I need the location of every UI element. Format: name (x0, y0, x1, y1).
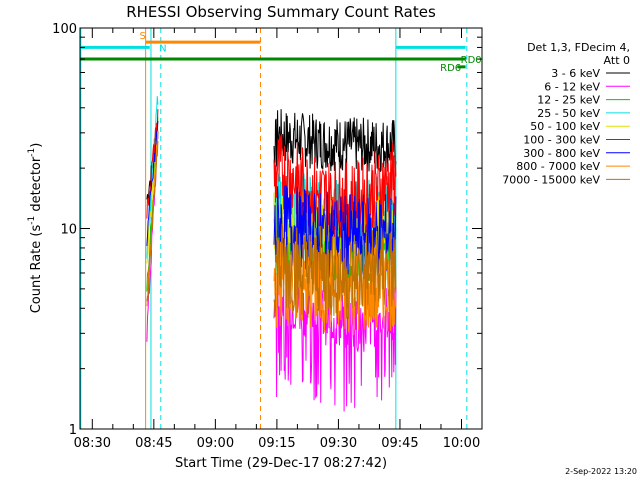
x-tick-label: 09:45 (381, 436, 418, 451)
x-tick-label: 08:45 (135, 436, 172, 451)
y-axis-label-mid: detector (29, 156, 44, 216)
y-axis-label-main: Count Rate (s (29, 225, 44, 314)
annotation-s: S (139, 31, 145, 42)
annotation-rd6: RD6 (440, 63, 461, 74)
legend-label: 6 - 12 keV (544, 80, 600, 93)
series-7000-15000-kev (146, 140, 397, 320)
y-tick-label: 10 (60, 223, 77, 238)
x-axis-label: Start Time (29-Dec-17 08:27:42) (175, 456, 387, 471)
x-tick-label: 09:00 (197, 436, 234, 451)
series-rise-trace (146, 140, 159, 302)
legend-header-1: Det 1,3, FDecim 4, (527, 41, 630, 54)
series-plateau-trace (273, 133, 397, 239)
series-plateau-trace (273, 109, 397, 173)
y-axis-label: Count Rate (s-1 detector-1) (27, 143, 44, 314)
legend-label: 800 - 7000 keV (516, 160, 600, 173)
legend-header-2: Att 0 (604, 54, 630, 67)
annotation-n: N (159, 43, 166, 54)
y-axis: 1 10 100 (52, 22, 482, 438)
legend-label: 25 - 50 keV (537, 107, 600, 120)
legend-label: 100 - 300 keV (523, 134, 600, 147)
legend-label: 7000 - 15000 keV (502, 173, 600, 186)
series-plateau-trace (273, 223, 397, 320)
legend-label: 3 - 6 keV (551, 67, 600, 80)
annotation-rd0: RD0 (461, 55, 482, 66)
x-tick-label: 09:30 (320, 436, 357, 451)
chart-title: RHESSI Observing Summary Count Rates (126, 3, 436, 21)
y-axis-label-end: ) (29, 143, 44, 148)
legend-label: 12 - 25 keV (537, 94, 600, 107)
x-tick-label: 09:15 (258, 436, 295, 451)
x-tick-label: 08:30 (74, 436, 111, 451)
series-plateau-trace (273, 269, 397, 412)
y-tick-label: 100 (52, 22, 77, 37)
footer-date: 2-Sep-2022 13:20 (565, 467, 637, 476)
y-tick-label: 1 (69, 423, 77, 438)
legend-label: 300 - 800 keV (523, 147, 600, 160)
legend-label: 50 - 100 keV (530, 120, 600, 133)
series-rise-trace (146, 120, 159, 247)
y-axis-label-exp1: -1 (27, 216, 37, 225)
x-tick-label: 10:00 (443, 436, 480, 451)
x-axis: 08:30 08:45 09:00 09:15 09:30 09:45 10:00 (74, 28, 483, 451)
y-axis-label-exp2: -1 (27, 148, 37, 157)
